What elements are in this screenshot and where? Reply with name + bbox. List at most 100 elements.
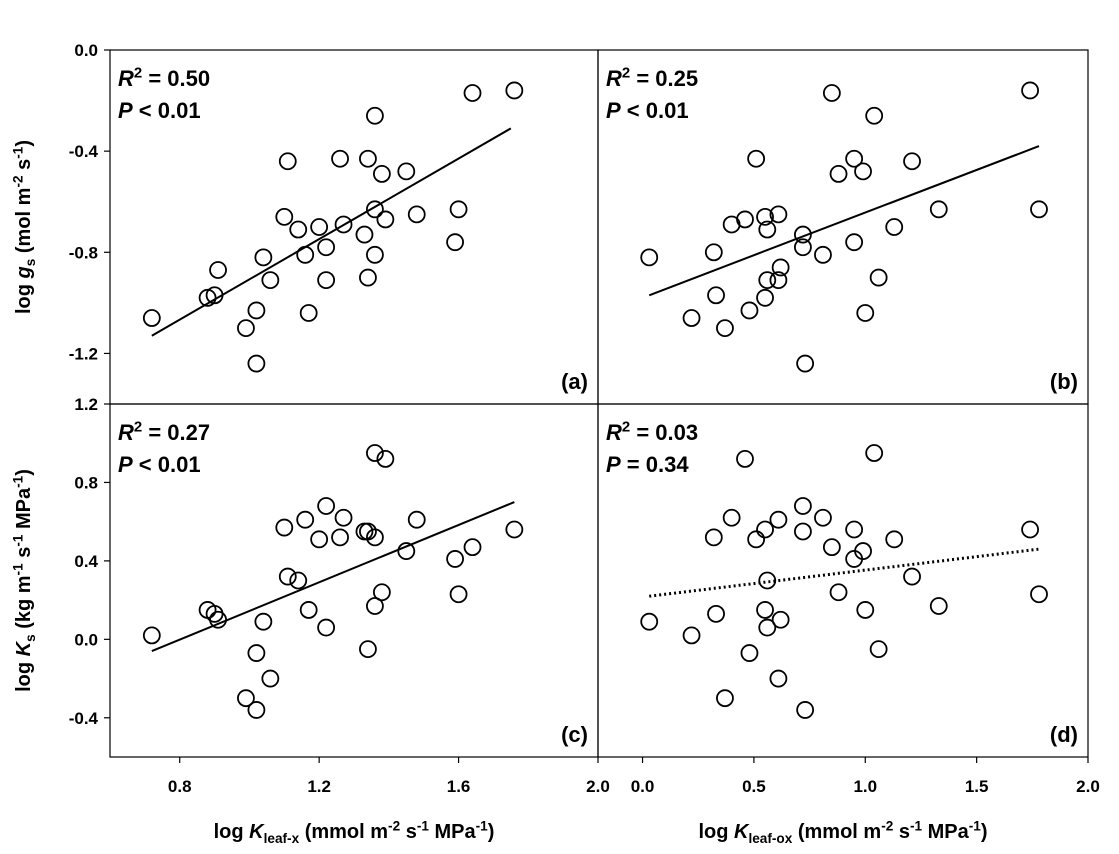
label-part: s xyxy=(400,821,417,843)
data-point xyxy=(372,164,391,183)
data-point xyxy=(740,644,759,662)
data-point xyxy=(366,528,384,547)
panel-label: (a) xyxy=(561,369,588,394)
label-part: -1 xyxy=(10,475,25,488)
data-point xyxy=(758,571,777,590)
x-tick-label: 1.6 xyxy=(447,777,471,796)
data-point xyxy=(758,271,777,290)
data-point xyxy=(254,612,273,631)
label-part: s xyxy=(893,821,910,843)
data-point xyxy=(704,243,723,262)
x-axis-title: log Kleaf-x (mmol m-2 s-1 MPa-1) xyxy=(214,818,495,846)
label-part: 2 xyxy=(134,419,142,436)
data-point xyxy=(237,319,255,338)
data-point xyxy=(317,271,336,290)
stat-annotation: P = 0.34 xyxy=(606,452,689,477)
y-tick-label: -1.2 xyxy=(69,344,98,363)
panel-label: (c) xyxy=(561,722,588,747)
stat-annotation: R2 = 0.03 xyxy=(606,419,698,445)
data-point xyxy=(822,538,841,557)
stat-annotation: P < 0.01 xyxy=(606,98,689,123)
data-point xyxy=(254,248,273,267)
data-point xyxy=(247,354,266,373)
stat-annotation: P < 0.01 xyxy=(118,452,201,477)
data-point xyxy=(505,81,524,100)
data-point xyxy=(247,644,266,662)
label-part: leaf-x xyxy=(264,831,300,846)
data-point xyxy=(261,669,280,688)
fit-line xyxy=(648,145,1040,297)
fit-line xyxy=(649,547,1040,598)
stat-annotation: R2 = 0.50 xyxy=(118,65,210,91)
label-part: -2 xyxy=(10,175,25,188)
data-point xyxy=(794,225,812,244)
x-tick-label: 2.0 xyxy=(1076,777,1100,796)
data-point xyxy=(845,233,864,252)
data-point xyxy=(296,245,315,264)
data-point xyxy=(296,510,315,529)
label-part: = 0.25 xyxy=(630,66,698,91)
data-point xyxy=(771,610,790,629)
data-point xyxy=(856,304,875,322)
data-point xyxy=(331,149,349,168)
y-axis-title: log gs (mol m-2 s-1) xyxy=(10,140,38,314)
data-point xyxy=(740,301,759,320)
label-part: MPa xyxy=(922,821,970,843)
label-part: = 0.34 xyxy=(621,452,690,477)
stat-annotation: P < 0.01 xyxy=(118,98,201,123)
data-point xyxy=(814,245,832,264)
label-part: < 0.01 xyxy=(133,452,201,477)
data-point xyxy=(640,248,659,267)
label-part: < 0.01 xyxy=(133,98,201,123)
label-part: 2 xyxy=(622,419,630,436)
label-part: s xyxy=(13,159,35,176)
data-point xyxy=(865,106,884,125)
stat-annotation: R2 = 0.25 xyxy=(606,65,698,91)
label-part: 2 xyxy=(622,65,630,82)
data-point xyxy=(747,149,766,168)
data-point xyxy=(366,106,384,125)
x-tick-label: 0.0 xyxy=(631,777,655,796)
data-point xyxy=(756,601,774,619)
data-point xyxy=(261,271,280,290)
data-point xyxy=(142,626,161,645)
data-point xyxy=(829,164,848,183)
data-point xyxy=(794,522,812,541)
data-point xyxy=(736,450,754,468)
data-point xyxy=(317,497,336,515)
data-point xyxy=(209,610,227,629)
data-point xyxy=(682,309,701,327)
data-point xyxy=(829,583,848,602)
data-point xyxy=(247,701,266,719)
data-point xyxy=(366,200,384,219)
panel-label: (b) xyxy=(1050,369,1078,394)
data-point xyxy=(1030,585,1048,604)
data-point xyxy=(758,220,777,239)
label-part: = 0.27 xyxy=(142,420,210,445)
y-tick-label: 0.0 xyxy=(74,41,98,60)
data-point xyxy=(796,354,815,373)
data-point xyxy=(449,585,468,604)
data-point xyxy=(372,583,391,602)
data-point xyxy=(903,567,921,586)
data-point xyxy=(407,510,426,529)
label-part: ) xyxy=(488,821,495,843)
data-point xyxy=(707,604,725,623)
fit-line xyxy=(151,501,515,653)
x-tick-label: 2.0 xyxy=(586,777,610,796)
label-part: s xyxy=(13,547,35,564)
label-part: R xyxy=(606,66,622,91)
label-part: s xyxy=(23,259,38,267)
data-point xyxy=(299,601,318,619)
data-point xyxy=(397,542,416,560)
label-part: MPa xyxy=(13,487,35,535)
data-point xyxy=(463,538,482,557)
y-tick-label: 1.2 xyxy=(74,395,98,414)
label-part: K xyxy=(249,821,265,843)
y-tick-label: -0.4 xyxy=(69,142,99,161)
label-part: P xyxy=(606,452,621,477)
label-part: K xyxy=(734,821,750,843)
data-point xyxy=(903,152,921,171)
label-part: -1 xyxy=(969,818,982,833)
data-point xyxy=(716,689,734,708)
